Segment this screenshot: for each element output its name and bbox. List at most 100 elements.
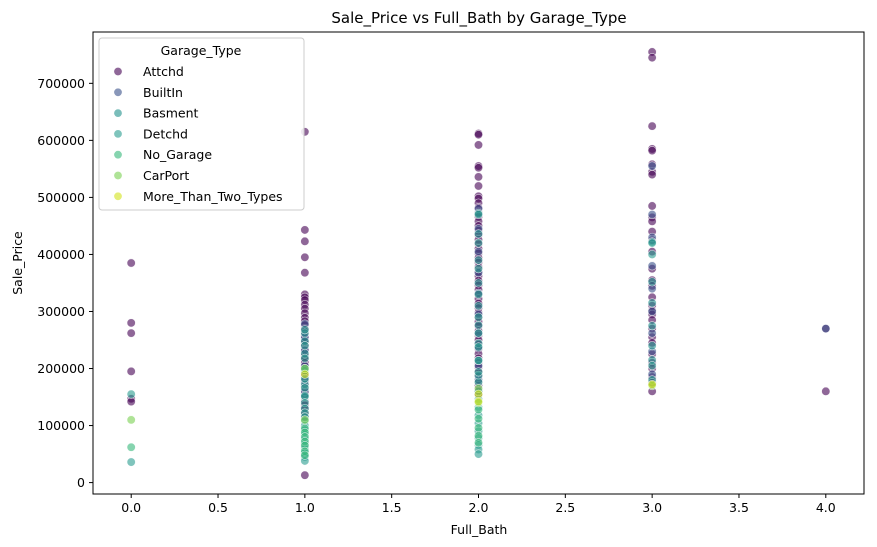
x-tick-label: 0.5 — [208, 500, 228, 515]
y-tick-label: 700000 — [37, 76, 85, 91]
x-tick-label: 3.0 — [642, 500, 662, 515]
data-point — [300, 369, 310, 379]
data-point — [126, 442, 136, 452]
data-point — [473, 172, 483, 182]
data-point — [647, 210, 657, 220]
data-point — [126, 389, 136, 399]
data-point — [473, 181, 483, 191]
data-point — [473, 367, 483, 377]
legend-title: Garage_Type — [161, 43, 242, 58]
y-tick-label: 500000 — [37, 190, 85, 205]
x-tick-label: 2.5 — [555, 500, 575, 515]
data-point — [647, 121, 657, 131]
data-point — [473, 255, 483, 265]
legend-items: Attchd BuiltIn Basment Detchd No_Garage CarPo… — [113, 64, 283, 204]
data-point — [647, 53, 657, 63]
data-point — [300, 236, 310, 246]
y-tick-label: 0 — [77, 475, 85, 490]
data-point — [473, 397, 483, 407]
data-point — [647, 249, 657, 259]
data-point — [473, 278, 483, 288]
legend-marker — [113, 108, 123, 118]
data-point — [821, 386, 831, 396]
data-point — [647, 146, 657, 156]
data-point — [473, 210, 483, 220]
x-tick-label: 3.5 — [729, 500, 749, 515]
data-point — [647, 379, 657, 389]
legend-marker — [113, 171, 123, 181]
data-point — [300, 383, 310, 393]
legend-box — [98, 37, 305, 211]
data-point — [821, 324, 831, 334]
legend-label: Attchd — [143, 64, 184, 79]
legend-label: Basment — [143, 106, 199, 121]
x-tick-label: 1.5 — [382, 500, 402, 515]
data-point — [473, 130, 483, 140]
data-point — [300, 470, 310, 480]
data-point — [126, 415, 136, 425]
legend-marker — [113, 87, 123, 97]
y-tick-label: 400000 — [37, 247, 85, 262]
x-tick-label: 4.0 — [816, 500, 836, 515]
legend: Garage_Type Attchd BuiltIn Basment Detchd No… — [98, 37, 305, 211]
data-point — [647, 170, 657, 180]
y-tick-label: 200000 — [37, 361, 85, 376]
data-point — [473, 140, 483, 150]
data-point — [473, 320, 483, 330]
data-point — [647, 201, 657, 211]
data-point — [647, 277, 657, 287]
data-point — [126, 318, 136, 328]
data-point — [473, 264, 483, 274]
x-tick-label: 1.0 — [295, 500, 315, 515]
y-axis-label: Sale_Price — [10, 231, 25, 295]
data-point — [647, 321, 657, 331]
legend-label: No_Garage — [143, 147, 212, 162]
data-point — [473, 328, 483, 338]
data-point — [647, 238, 657, 248]
x-tick-label: 0.0 — [121, 500, 141, 515]
data-point — [647, 361, 657, 371]
data-point — [126, 328, 136, 338]
data-point — [473, 247, 483, 257]
y-tick-label: 300000 — [37, 304, 85, 319]
legend-label: BuiltIn — [143, 85, 183, 100]
data-point — [300, 450, 310, 460]
legend-label: More_Than_Two_Types — [143, 189, 283, 204]
y-tick-label: 100000 — [37, 418, 85, 433]
chart-title: Sale_Price vs Full_Bath by Garage_Type — [331, 9, 626, 28]
data-point — [473, 229, 483, 239]
legend-marker — [113, 191, 123, 201]
legend-marker — [113, 129, 123, 139]
data-point — [473, 312, 483, 322]
data-point — [473, 289, 483, 299]
data-point — [647, 261, 657, 271]
data-point — [647, 306, 657, 316]
x-axis-label: Full_Bath — [451, 522, 508, 537]
y-tick-label: 600000 — [37, 133, 85, 148]
x-tick-label: 2.0 — [469, 500, 489, 515]
legend-label: Detchd — [143, 126, 188, 141]
data-point — [300, 268, 310, 278]
data-point — [473, 414, 483, 424]
data-point — [300, 325, 310, 335]
data-point — [473, 438, 483, 448]
data-point — [647, 298, 657, 308]
data-point — [126, 457, 136, 467]
data-point — [300, 341, 310, 351]
legend-marker — [113, 67, 123, 77]
data-point — [473, 449, 483, 459]
data-point — [647, 161, 657, 171]
x-axis-ticks: 0.0 0.5 1.0 1.5 2.0 2.5 3.0 3.5 4.0 — [121, 494, 836, 515]
data-point — [300, 252, 310, 262]
data-point — [126, 366, 136, 376]
data-point — [126, 258, 136, 268]
data-point — [473, 163, 483, 173]
data-point — [300, 415, 310, 425]
legend-marker — [113, 150, 123, 160]
data-point — [473, 342, 483, 352]
data-point — [473, 423, 483, 433]
data-point — [473, 301, 483, 311]
data-point — [647, 341, 657, 351]
y-axis-ticks: 0 100000 200000 300000 400000 500000 600000 700… — [37, 76, 93, 490]
